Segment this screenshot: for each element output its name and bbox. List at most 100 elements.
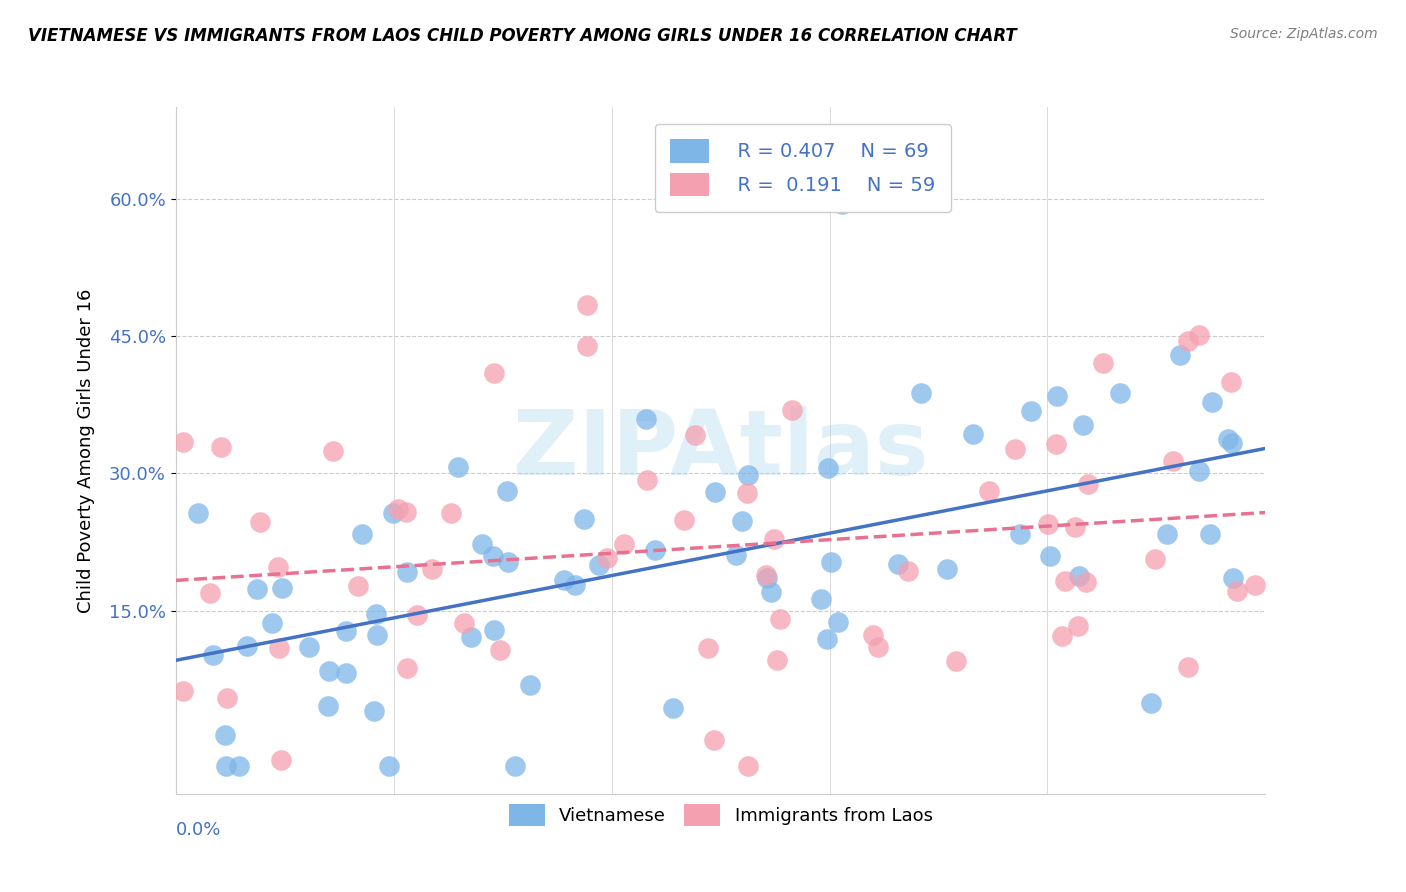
Point <box>1045 436 1067 450</box>
Point <box>1188 328 1211 343</box>
Point <box>1039 549 1062 563</box>
Point <box>382 507 405 521</box>
Point <box>564 578 586 592</box>
Point <box>1156 527 1178 541</box>
Point <box>1004 442 1026 457</box>
Point <box>761 584 783 599</box>
Text: ZIPAtlas: ZIPAtlas <box>513 407 928 494</box>
Point <box>862 628 884 642</box>
Point <box>756 572 779 586</box>
Point <box>576 298 599 312</box>
Point <box>1067 568 1090 582</box>
Point <box>440 506 463 520</box>
Point <box>172 434 194 449</box>
Point <box>1222 571 1244 585</box>
Point <box>1188 464 1211 478</box>
Point <box>335 624 357 639</box>
Point <box>228 759 250 773</box>
Point <box>1220 435 1243 450</box>
Point <box>945 654 967 668</box>
Point <box>817 461 839 475</box>
Point <box>1021 404 1043 418</box>
Point <box>763 532 786 546</box>
Point <box>886 557 908 571</box>
Point <box>453 615 475 630</box>
Point <box>482 549 505 564</box>
Point <box>496 483 519 498</box>
Point <box>595 551 617 566</box>
Point <box>636 473 658 487</box>
Point <box>335 666 357 681</box>
Point <box>1038 516 1060 531</box>
Point <box>519 678 541 692</box>
Point <box>1198 527 1220 541</box>
Point <box>766 653 789 667</box>
Point <box>731 514 754 528</box>
Point <box>271 581 294 595</box>
Point <box>575 339 598 353</box>
Point <box>897 564 920 578</box>
Point <box>395 661 418 675</box>
Point <box>1226 583 1249 598</box>
Point <box>1010 527 1032 541</box>
Point <box>769 612 792 626</box>
Point <box>1139 696 1161 710</box>
Y-axis label: Child Poverty Among Girls Under 16: Child Poverty Among Girls Under 16 <box>77 288 96 613</box>
Point <box>737 468 759 483</box>
Point <box>810 591 832 606</box>
Point <box>270 753 292 767</box>
Point <box>644 543 666 558</box>
Point <box>636 412 658 426</box>
Point <box>553 573 575 587</box>
Point <box>420 562 443 576</box>
Point <box>269 640 291 655</box>
Text: 0.0%: 0.0% <box>176 822 221 839</box>
Point <box>936 562 959 576</box>
Point <box>366 628 388 642</box>
Point <box>364 607 387 621</box>
Point <box>496 556 519 570</box>
Point <box>1161 453 1184 467</box>
Point <box>755 567 778 582</box>
Point <box>1077 477 1099 491</box>
Point <box>387 501 409 516</box>
Point <box>588 558 610 573</box>
Point <box>215 759 238 773</box>
Point <box>187 506 209 520</box>
Point <box>1067 619 1090 633</box>
Point <box>363 704 385 718</box>
Point <box>661 701 683 715</box>
Point <box>572 512 595 526</box>
Point <box>489 643 512 657</box>
Point <box>482 623 505 637</box>
Point <box>460 630 482 644</box>
Point <box>1092 356 1115 370</box>
Point <box>1143 552 1166 566</box>
Point <box>209 440 232 454</box>
Point <box>262 615 284 630</box>
Legend: Vietnamese, Immigrants from Laos: Vietnamese, Immigrants from Laos <box>502 797 939 833</box>
Point <box>703 733 725 747</box>
Point <box>1201 395 1223 409</box>
Point <box>318 664 340 678</box>
Point <box>267 559 290 574</box>
Point <box>1177 660 1199 674</box>
Point <box>214 728 236 742</box>
Point <box>378 759 401 773</box>
Point <box>820 555 842 569</box>
Point <box>815 632 838 646</box>
Point <box>1071 418 1094 433</box>
Point <box>696 640 718 655</box>
Point <box>672 513 695 527</box>
Point <box>406 608 429 623</box>
Point <box>868 640 890 654</box>
Point <box>1046 389 1069 403</box>
Point <box>322 443 344 458</box>
Point <box>735 485 758 500</box>
Point <box>780 402 803 417</box>
Point <box>827 615 849 629</box>
Point <box>471 537 494 551</box>
Text: Source: ZipAtlas.com: Source: ZipAtlas.com <box>1230 27 1378 41</box>
Point <box>1054 574 1077 588</box>
Point <box>298 640 321 654</box>
